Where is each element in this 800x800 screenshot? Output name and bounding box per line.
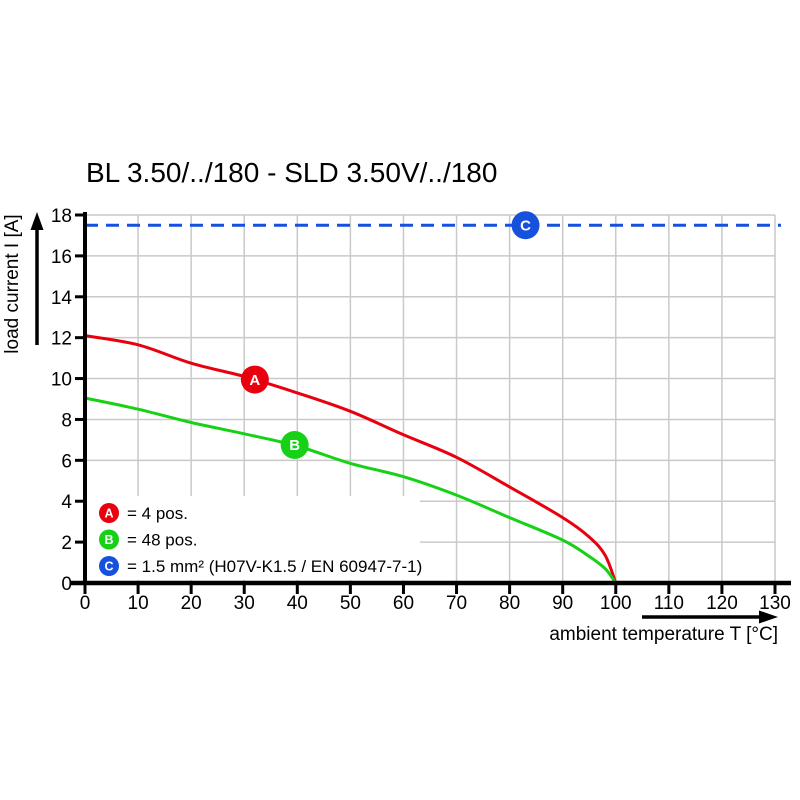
x-tick-label: 90 — [552, 593, 573, 614]
x-tick-label: 10 — [128, 593, 149, 614]
legend-label-C: = 1.5 mm² (H07V-K1.5 / EN 60947-7-1) — [127, 557, 422, 576]
y-tick-label: 10 — [51, 370, 72, 391]
x-tick-label: 60 — [393, 593, 414, 614]
legend-swatch-B — [99, 529, 119, 550]
curve-markers: A B C — [240, 211, 540, 459]
legend: A = 4 pos. B = 48 pos. C = 1.5 mm² (H07V-K1.5… — [87, 496, 422, 580]
y-tick-label: 2 — [61, 533, 72, 554]
curve-A — [83, 334, 618, 585]
y-axis-arrow-head — [30, 212, 44, 230]
x-tick-label: 80 — [499, 593, 520, 614]
axes — [71, 212, 791, 594]
y-axis-label: load current I [A] — [2, 214, 23, 353]
legend-label-A: = 4 pos. — [127, 504, 188, 523]
x-tick-labels: 0 10 20 30 40 50 60 70 80 90 100 110 120 130 — [80, 593, 791, 614]
x-axis-arrow-head — [759, 610, 778, 624]
x-tick-label: 0 — [80, 593, 91, 614]
marker-circle-A — [240, 365, 269, 394]
x-tick-label: 130 — [759, 593, 791, 614]
legend-swatch-A — [99, 503, 119, 523]
legend-label-B: = 48 pos. — [127, 531, 197, 550]
y-tick-labels: 0 2 4 6 8 10 12 14 16 18 — [51, 206, 73, 595]
marker-circle-C — [511, 211, 540, 240]
x-tick-label: 20 — [181, 593, 202, 614]
legend-backdrop — [87, 496, 420, 580]
chart-title: BL 3.50/../180 - SLD 3.50V/../180 — [86, 157, 498, 188]
legend-swatch-C — [99, 556, 119, 576]
marker-letter-C: C — [520, 217, 531, 234]
gridlines — [85, 214, 776, 583]
marker-letter-A: A — [249, 372, 260, 389]
x-tick-label: 40 — [287, 593, 308, 614]
x-tick-label: 120 — [706, 593, 738, 614]
x-tick-label: 100 — [600, 593, 632, 614]
marker-circle-B — [280, 431, 309, 459]
marker-letter-B: B — [289, 437, 300, 454]
y-tick-label: 8 — [61, 410, 72, 431]
y-axis-title-group: load current I [A] — [2, 212, 44, 354]
y-tick-label: 14 — [51, 288, 73, 309]
x-axis-title-group: ambient temperature T [°C] — [549, 610, 778, 645]
y-tick-label: 4 — [61, 492, 72, 513]
y-tick-label: 18 — [51, 206, 72, 227]
y-tick-label: 16 — [51, 247, 72, 268]
series-curves — [83, 223, 781, 585]
x-tick-label: 110 — [654, 593, 684, 614]
x-tick-label: 70 — [446, 593, 467, 614]
x-tick-label: 30 — [234, 593, 255, 614]
y-tick-label: 0 — [61, 574, 72, 595]
y-tick-label: 6 — [61, 451, 72, 472]
legend-letter-B: B — [104, 533, 113, 547]
x-axis-label: ambient temperature T [°C] — [549, 624, 778, 645]
legend-letter-A: A — [104, 506, 113, 520]
x-tick-label: 50 — [340, 593, 361, 614]
curve-B — [83, 396, 618, 585]
chart-svg: 0 10 20 30 40 50 60 70 80 90 100 110 120 130 0 2 4 6 8 10 1… — [2, 206, 791, 645]
legend-letter-C: C — [104, 559, 113, 573]
y-tick-label: 12 — [51, 329, 72, 350]
